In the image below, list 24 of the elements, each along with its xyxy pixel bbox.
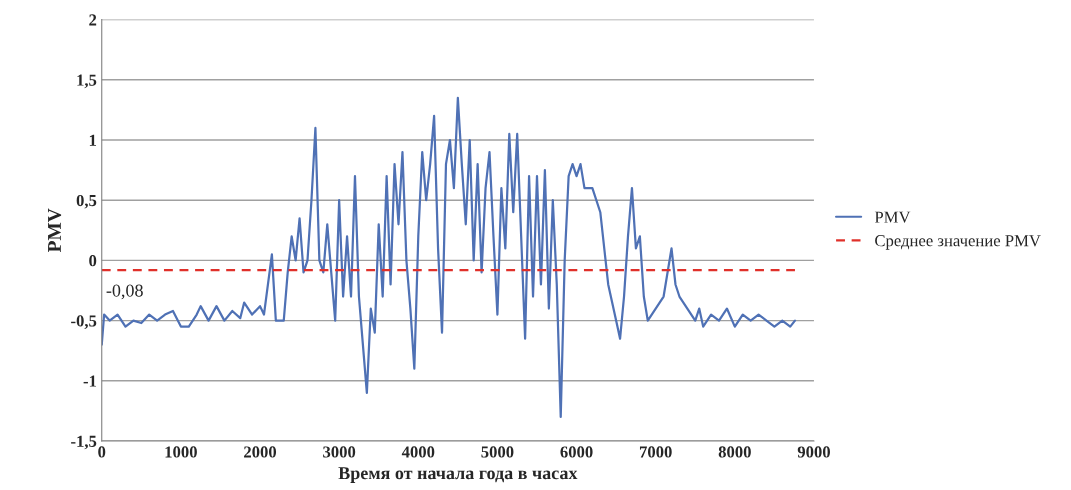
y-axis-title: PMV	[48, 208, 62, 253]
y-tick-label: 1,5	[77, 74, 97, 89]
y-tick-label: -1	[83, 375, 97, 387]
x-tick-label: 5000	[481, 446, 514, 458]
x-tick-label: 0	[98, 446, 106, 458]
legend-label: Среднее значение PMV	[875, 235, 1041, 250]
y-tick-label: -1,5	[71, 435, 97, 450]
line-series	[101, 96, 797, 419]
annotation: -0,08	[106, 284, 143, 300]
x-tick-label: 3000	[323, 446, 356, 458]
y-tick-label: 0,5	[76, 194, 97, 209]
x-tick-label: 4000	[401, 446, 435, 458]
x-axis-title: Время от начала года в часах	[338, 467, 578, 483]
x-tick-label: 2000	[244, 446, 277, 458]
legend-label: PMV	[874, 211, 911, 223]
y-tick-label: -0,5	[71, 315, 97, 329]
x-tick-label: 6000	[560, 446, 593, 458]
y-tick-label: 1	[89, 134, 97, 146]
x-tick-label: 7000	[639, 446, 672, 458]
x-tick-label: 8000	[718, 446, 751, 458]
x-tick-label: 1000	[165, 446, 197, 458]
y-tick-label: 0	[89, 255, 97, 267]
y-tick-label: 2	[89, 14, 97, 26]
x-tick-label: 9000	[797, 446, 830, 458]
